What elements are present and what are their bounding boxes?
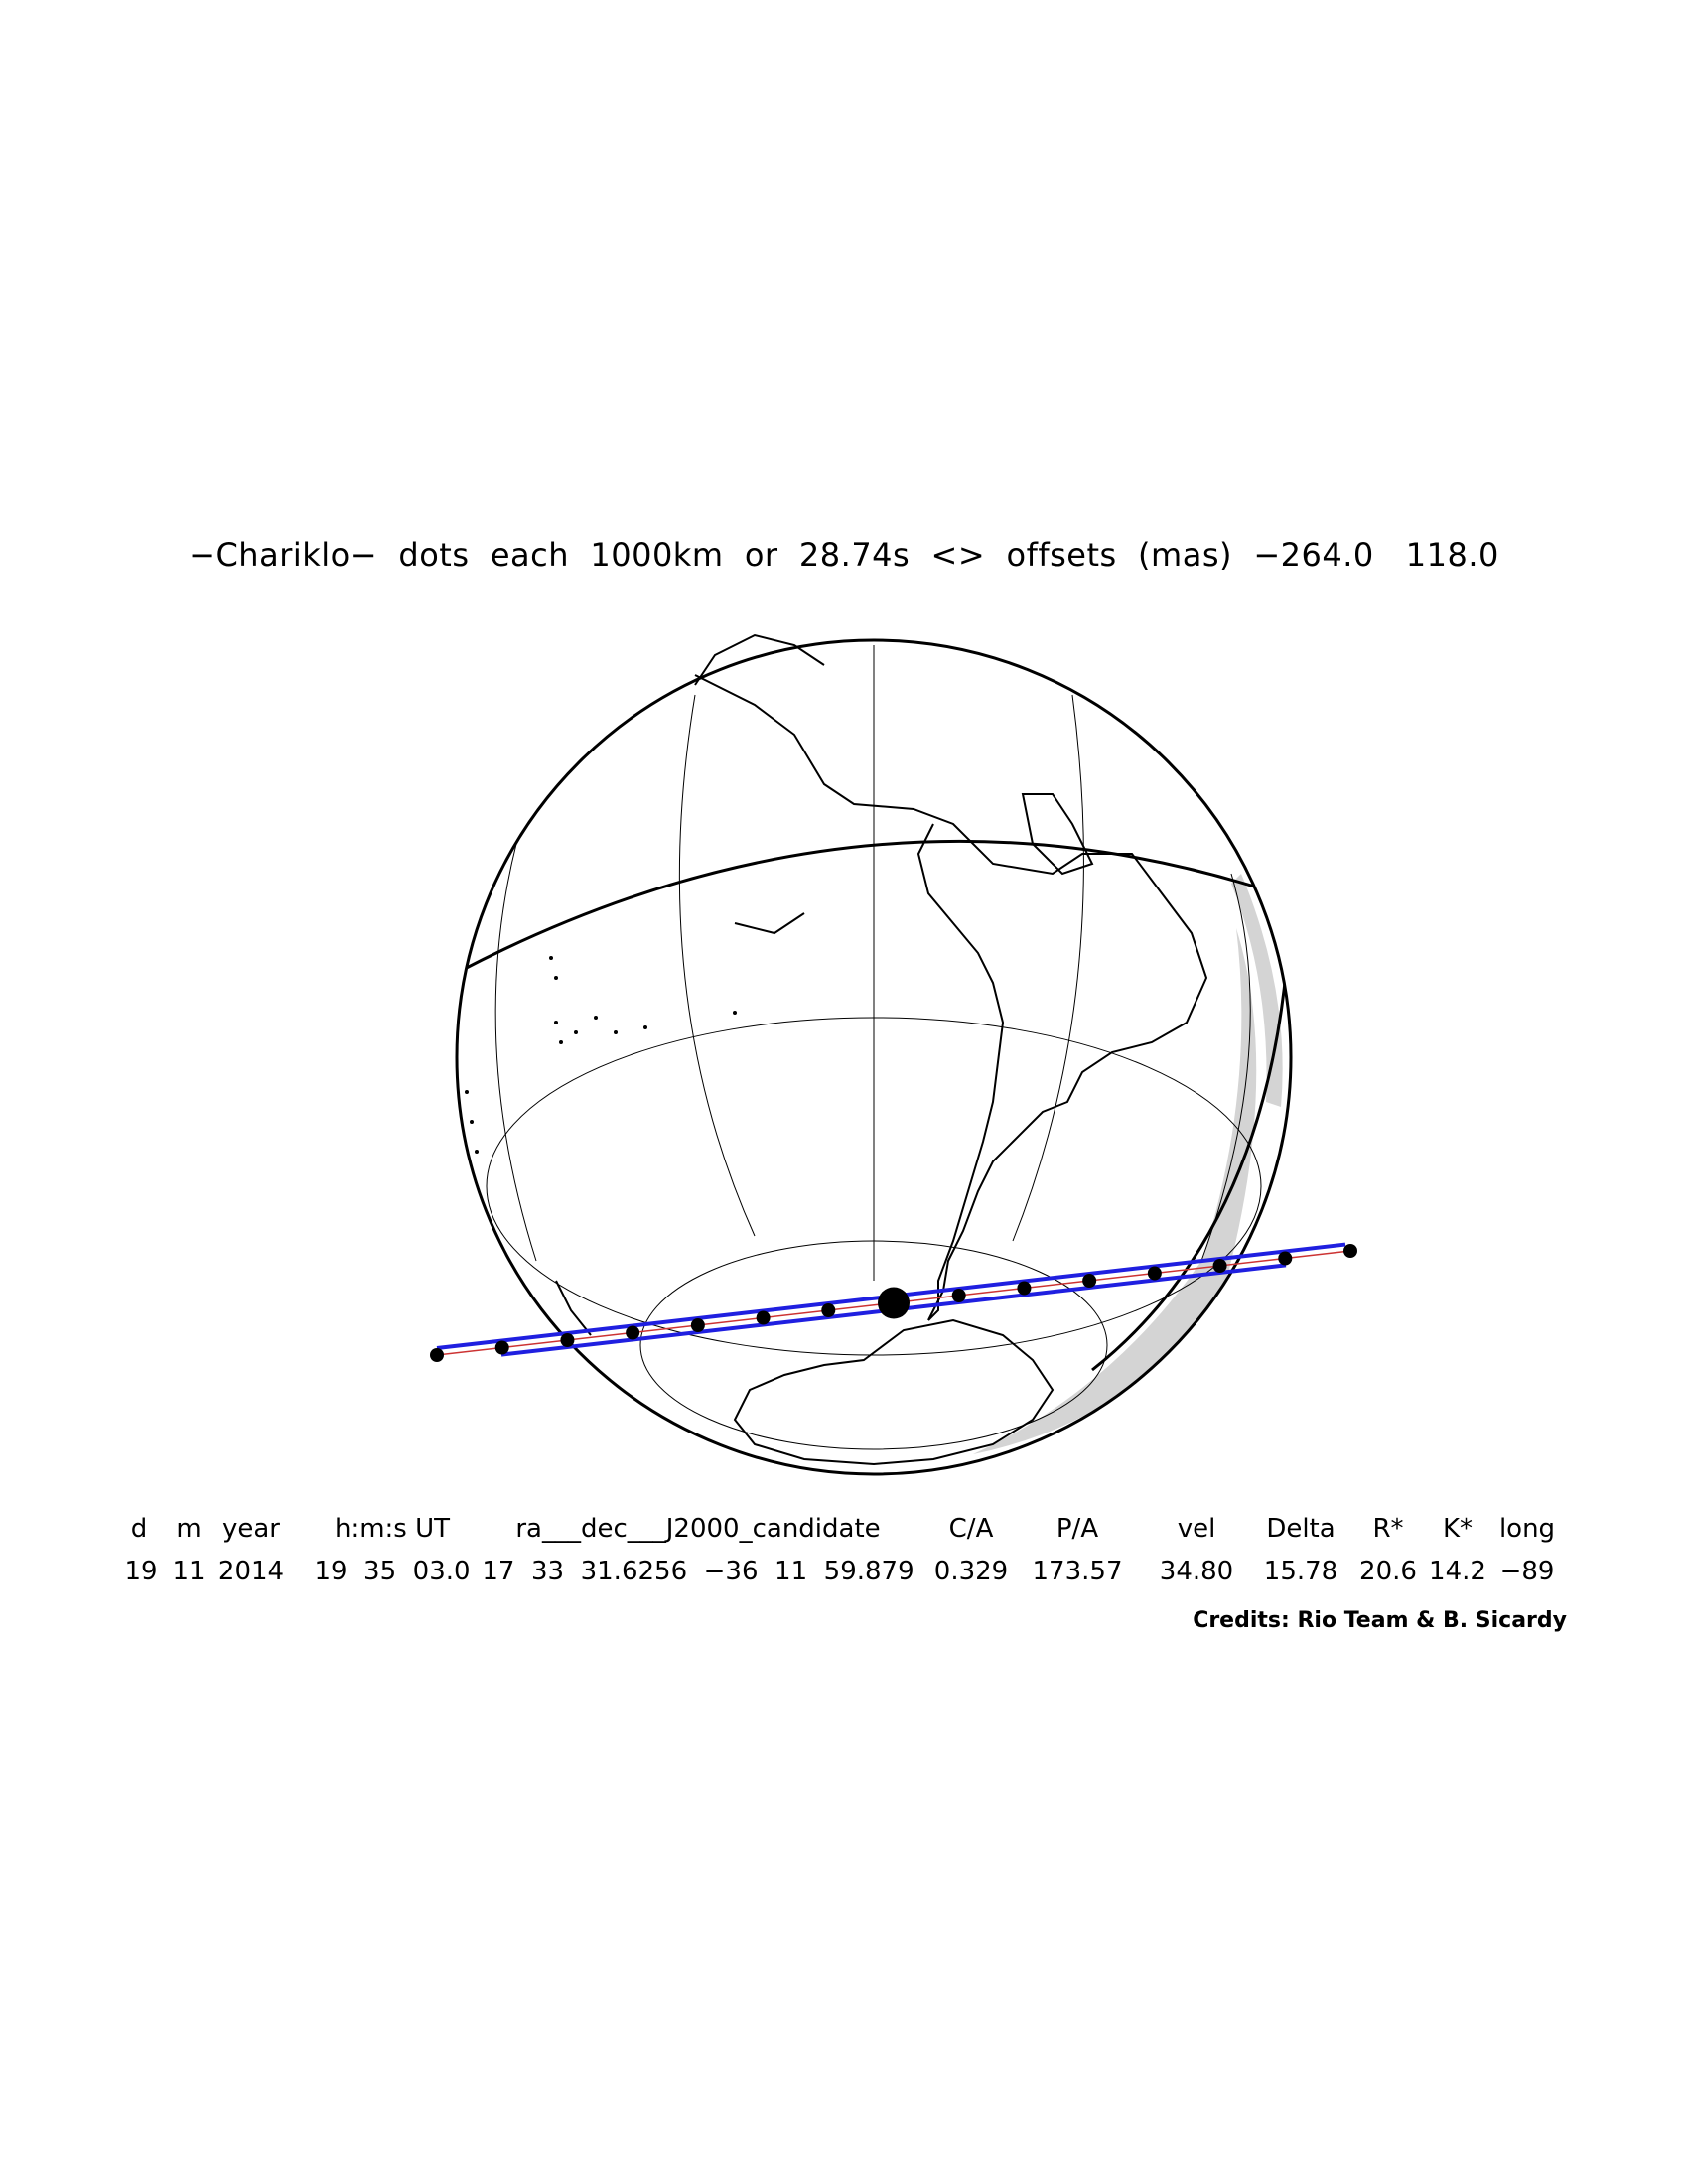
track-dot — [690, 1318, 705, 1332]
track-dot — [1212, 1259, 1227, 1273]
track-dot — [821, 1303, 836, 1317]
track-dot — [1017, 1281, 1032, 1296]
header-ca: C/A — [948, 1514, 994, 1544]
shadow-track — [430, 1242, 1357, 1362]
value-year: 2014 — [217, 1557, 285, 1586]
value-k-star: 14.2 — [1429, 1557, 1486, 1586]
track-dot — [1082, 1274, 1097, 1288]
track-dot — [560, 1333, 575, 1347]
parameter-header-row: d m year h:m:s UT ra___dec___J2000_candi… — [0, 1514, 1688, 1554]
value-ca: 0.329 — [933, 1557, 1009, 1586]
islands — [465, 956, 737, 1154]
header-k-star: K* — [1442, 1514, 1474, 1544]
track-dot — [494, 1340, 509, 1355]
terminator — [457, 839, 1291, 1372]
plot-title: −Chariklo− dots each 1000km or 28.74s <>… — [189, 536, 1499, 574]
header-r-star: R* — [1372, 1514, 1404, 1544]
header-d: d — [130, 1514, 148, 1544]
value-r-star: 20.6 — [1359, 1557, 1417, 1586]
track-dot — [626, 1325, 640, 1340]
header-delta: Delta — [1266, 1514, 1336, 1544]
header-coordinates: ra___dec___J2000_candidate — [515, 1514, 881, 1544]
track-dot — [1147, 1266, 1162, 1281]
globe-limb — [455, 638, 1293, 1476]
header-vel: vel — [1177, 1514, 1216, 1544]
header-m: m — [176, 1514, 202, 1544]
value-vel: 34.80 — [1159, 1557, 1234, 1586]
night-shade — [973, 874, 1283, 1454]
header-pa: P/A — [1055, 1514, 1099, 1544]
value-delta: 15.78 — [1263, 1557, 1338, 1586]
graticule — [486, 645, 1262, 1450]
value-coordinates: 17 33 31.6256 −36 11 59.879 — [482, 1557, 914, 1586]
header-time: h:m:s UT — [334, 1514, 451, 1544]
coastlines — [555, 633, 1208, 1466]
value-d: 19 — [124, 1557, 158, 1586]
parameter-value-row: 19 11 2014 19 35 03.0 17 33 31.6256 −36 … — [0, 1557, 1688, 1596]
value-pa: 173.57 — [1032, 1557, 1123, 1586]
closest-approach-dot — [878, 1287, 910, 1319]
header-year: year — [221, 1514, 281, 1544]
track-dot — [756, 1310, 771, 1325]
track-dot — [430, 1348, 444, 1362]
value-long: −89 — [1499, 1557, 1555, 1586]
track-dot — [1343, 1244, 1357, 1258]
track-dot — [1278, 1251, 1293, 1266]
header-long: long — [1498, 1514, 1556, 1544]
credits: Credits: Rio Team & B. Sicardy — [1193, 1608, 1567, 1633]
value-time: 19 35 03.0 — [314, 1557, 471, 1586]
value-m: 11 — [172, 1557, 206, 1586]
track-dot — [951, 1289, 966, 1302]
